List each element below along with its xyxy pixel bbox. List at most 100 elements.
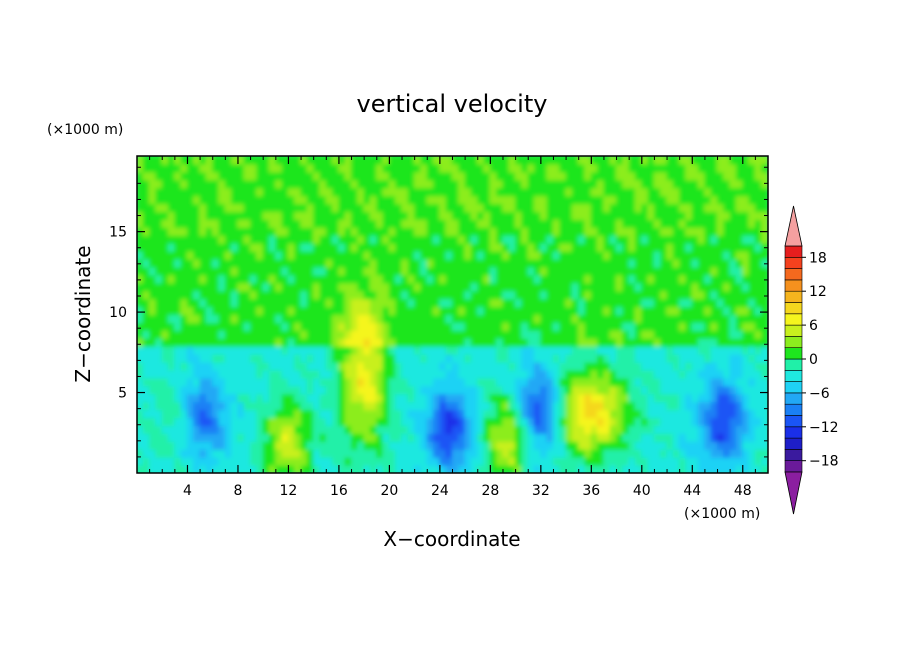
field-cell — [395, 156, 403, 165]
field-cell — [672, 250, 681, 260]
field-cell — [224, 321, 233, 331]
field-cell — [578, 329, 586, 339]
field-cell — [540, 416, 548, 427]
field-cell — [552, 226, 561, 236]
field-cell — [268, 432, 277, 442]
field-cell — [622, 377, 630, 387]
field-cell — [641, 187, 649, 197]
field-cell — [426, 210, 435, 220]
field-cell — [407, 337, 416, 347]
field-cell — [691, 242, 700, 252]
field-cell — [161, 424, 170, 434]
field-cell — [559, 234, 567, 244]
field-cell — [754, 345, 763, 355]
field-cell — [521, 156, 529, 165]
field-cell — [470, 440, 479, 450]
field-cell — [224, 313, 233, 324]
field-cell — [281, 282, 290, 292]
field-cell — [382, 456, 390, 466]
field-cell — [174, 401, 182, 411]
field-cell — [262, 448, 271, 458]
field-cell — [199, 218, 208, 228]
field-cell — [224, 409, 233, 419]
field-cell — [697, 163, 706, 173]
field-cell — [161, 266, 170, 276]
field-cell — [218, 393, 226, 403]
field-cell — [338, 337, 346, 347]
field-cell — [218, 298, 226, 308]
field-cell — [350, 424, 359, 434]
field-cell — [363, 234, 372, 244]
field-cell — [167, 432, 176, 442]
field-cell — [338, 369, 346, 379]
field-cell — [414, 393, 422, 403]
field-cell — [401, 345, 409, 355]
field-cell — [407, 409, 416, 419]
field-cell — [729, 171, 738, 181]
field-cell — [344, 464, 353, 473]
field-cell — [489, 305, 498, 316]
field-cell — [262, 313, 271, 324]
field-cell — [458, 329, 466, 339]
field-cell — [660, 195, 668, 205]
field-cell — [634, 171, 643, 181]
field-cell — [552, 329, 561, 339]
field-cell — [249, 163, 258, 173]
field-cell — [716, 210, 725, 220]
field-cell — [552, 290, 561, 300]
field-cell — [407, 195, 416, 205]
field-cell — [754, 242, 763, 252]
field-cell — [294, 313, 302, 324]
field-cell — [748, 258, 756, 268]
field-cell — [628, 385, 637, 395]
field-cell — [489, 401, 498, 411]
field-cell — [729, 353, 738, 363]
field-cell — [597, 282, 605, 292]
field-cell — [313, 456, 321, 466]
field-cell — [439, 258, 447, 268]
field-cell — [748, 266, 756, 276]
field-cell — [634, 361, 643, 371]
field-cell — [451, 171, 460, 181]
field-cell — [622, 448, 630, 458]
field-cell — [609, 345, 618, 355]
field-cell — [439, 195, 447, 205]
field-cell — [540, 448, 548, 458]
field-cell — [761, 290, 768, 300]
field-cell — [540, 187, 548, 197]
field-cell — [193, 361, 201, 371]
field-cell — [761, 305, 768, 316]
field-cell — [552, 337, 561, 347]
field-cell — [224, 282, 233, 292]
field-cell — [142, 179, 151, 189]
field-cell — [439, 298, 447, 308]
field-cell — [275, 440, 283, 450]
field-cell — [515, 156, 523, 165]
field-cell — [716, 377, 725, 387]
field-cell — [432, 353, 441, 363]
field-cell — [515, 258, 523, 268]
field-cell — [477, 202, 485, 213]
field-cell — [237, 416, 245, 427]
field-cell — [552, 353, 561, 363]
field-cell — [319, 329, 327, 339]
field-cell — [672, 385, 681, 395]
field-cell — [477, 361, 485, 371]
field-cell — [407, 329, 416, 339]
field-cell — [218, 424, 226, 434]
field-cell — [395, 218, 403, 228]
field-cell — [149, 313, 157, 324]
field-cell — [477, 156, 485, 165]
field-cell — [615, 210, 624, 220]
field-cell — [294, 369, 302, 379]
field-cell — [306, 282, 315, 292]
field-cell — [603, 298, 611, 308]
field-cell — [552, 266, 561, 276]
field-cell — [363, 195, 372, 205]
field-cell — [300, 210, 308, 220]
field-cell — [748, 456, 756, 466]
field-cell — [167, 321, 176, 331]
field-cell — [716, 440, 725, 450]
field-cell — [546, 179, 555, 189]
field-cell — [205, 210, 214, 220]
